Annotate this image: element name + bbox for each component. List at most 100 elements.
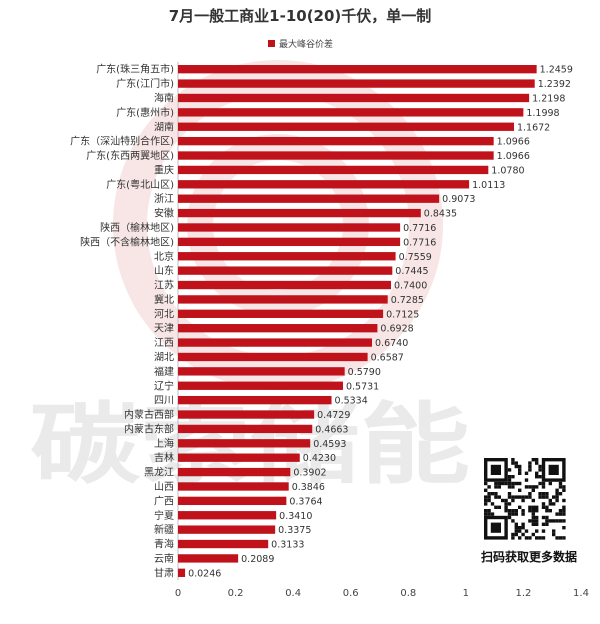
qr-module bbox=[558, 512, 563, 516]
qr-module bbox=[487, 512, 491, 516]
value-label: 0.9073 bbox=[442, 194, 475, 205]
bar bbox=[178, 266, 393, 275]
category-label: 冀北 bbox=[154, 293, 174, 306]
x-tick-label: 0 bbox=[175, 588, 181, 599]
x-tick-label: 0.8 bbox=[400, 588, 416, 599]
value-label: 0.7559 bbox=[399, 252, 432, 263]
qr-module bbox=[524, 495, 529, 499]
qr-module bbox=[531, 458, 535, 462]
chart-title: 7月一般工商业1-10(20)千伏，单一制 bbox=[169, 7, 432, 25]
bar bbox=[178, 223, 401, 232]
qr-module bbox=[504, 498, 508, 503]
qr-module bbox=[514, 512, 518, 516]
qr-module bbox=[501, 498, 505, 503]
qr-module bbox=[545, 505, 549, 509]
category-label: 广东(江门市) bbox=[116, 77, 174, 90]
qr-module bbox=[494, 492, 498, 496]
bar bbox=[178, 295, 388, 304]
qr-module bbox=[531, 488, 535, 492]
qr-module bbox=[531, 522, 535, 526]
category-label: 重庆 bbox=[154, 163, 174, 176]
value-label: 0.4230 bbox=[303, 453, 336, 464]
qr-module bbox=[541, 481, 546, 486]
qr-module bbox=[535, 522, 539, 526]
value-label: 0.7125 bbox=[386, 309, 419, 320]
qr-module bbox=[531, 532, 535, 537]
qr-module bbox=[541, 495, 546, 499]
bar bbox=[178, 568, 186, 577]
category-label: 广东(粤北山区) bbox=[106, 178, 174, 191]
category-label: 广东(珠三角五市) bbox=[96, 63, 174, 76]
qr-module bbox=[531, 515, 535, 520]
value-label: 0.4729 bbox=[317, 410, 350, 421]
qr-module bbox=[552, 519, 556, 523]
category-label: 青海 bbox=[154, 538, 174, 551]
qr-module bbox=[501, 481, 505, 486]
qr-module bbox=[518, 468, 522, 472]
qr-module bbox=[562, 498, 566, 503]
bar bbox=[178, 467, 291, 477]
qr-module bbox=[521, 526, 525, 530]
value-label: 0.4593 bbox=[313, 439, 346, 450]
bar bbox=[178, 511, 277, 520]
qr-module bbox=[518, 529, 522, 533]
qr-module bbox=[494, 481, 498, 486]
qr-module bbox=[511, 519, 515, 523]
legend-swatch bbox=[268, 40, 275, 47]
bar bbox=[178, 410, 315, 419]
bar bbox=[178, 194, 440, 203]
qr-finder-core bbox=[548, 464, 559, 475]
qr-module bbox=[514, 461, 518, 465]
qr-module bbox=[490, 512, 495, 516]
category-label: 广东(东西两翼地区) bbox=[86, 149, 174, 162]
category-label: 上海 bbox=[154, 437, 174, 450]
qr-module bbox=[545, 495, 549, 499]
bar bbox=[178, 352, 368, 362]
qr-module bbox=[558, 492, 563, 496]
legend: 最大峰谷价差 bbox=[268, 38, 333, 50]
qr-module bbox=[524, 471, 529, 475]
category-label: 山东 bbox=[154, 264, 174, 277]
qr-module bbox=[511, 475, 515, 479]
qr-module bbox=[507, 492, 512, 496]
qr-module bbox=[514, 526, 518, 530]
qr-module bbox=[558, 481, 563, 486]
qr-module bbox=[487, 509, 491, 513]
category-label: 广东（深汕特别合作区) bbox=[70, 135, 174, 148]
qr-module bbox=[528, 485, 532, 489]
qr-module bbox=[487, 492, 491, 496]
qr-module bbox=[552, 495, 556, 499]
value-label: 0.7716 bbox=[403, 237, 436, 248]
qr-module bbox=[541, 502, 546, 506]
qr-module bbox=[531, 512, 535, 516]
qr-module bbox=[518, 505, 522, 509]
value-label: 1.1672 bbox=[517, 122, 550, 133]
qr-module bbox=[521, 512, 525, 516]
bars bbox=[178, 65, 537, 577]
qr-module bbox=[511, 536, 515, 540]
value-label: 1.0966 bbox=[497, 137, 530, 148]
qr-module bbox=[562, 512, 566, 516]
qr-module bbox=[490, 502, 495, 506]
qr-module bbox=[507, 475, 512, 479]
value-label: 0.4663 bbox=[315, 424, 348, 435]
qr-module bbox=[528, 495, 532, 499]
qr-module bbox=[497, 481, 501, 486]
qr-module bbox=[531, 509, 535, 513]
qr-module bbox=[484, 481, 488, 486]
qr-module bbox=[528, 519, 532, 523]
qr-module bbox=[514, 522, 518, 526]
qr-module bbox=[535, 509, 539, 513]
qr-module bbox=[521, 522, 525, 526]
qr-module bbox=[514, 495, 518, 499]
bar bbox=[178, 496, 287, 506]
qr-module bbox=[538, 475, 542, 479]
bar bbox=[178, 539, 269, 549]
qr-module bbox=[555, 536, 559, 540]
bar bbox=[178, 108, 524, 117]
value-label: 1.0966 bbox=[497, 151, 530, 162]
qr-module bbox=[552, 502, 556, 506]
qr-module bbox=[484, 502, 488, 506]
qr-module bbox=[548, 509, 552, 513]
qr-module bbox=[555, 519, 559, 523]
